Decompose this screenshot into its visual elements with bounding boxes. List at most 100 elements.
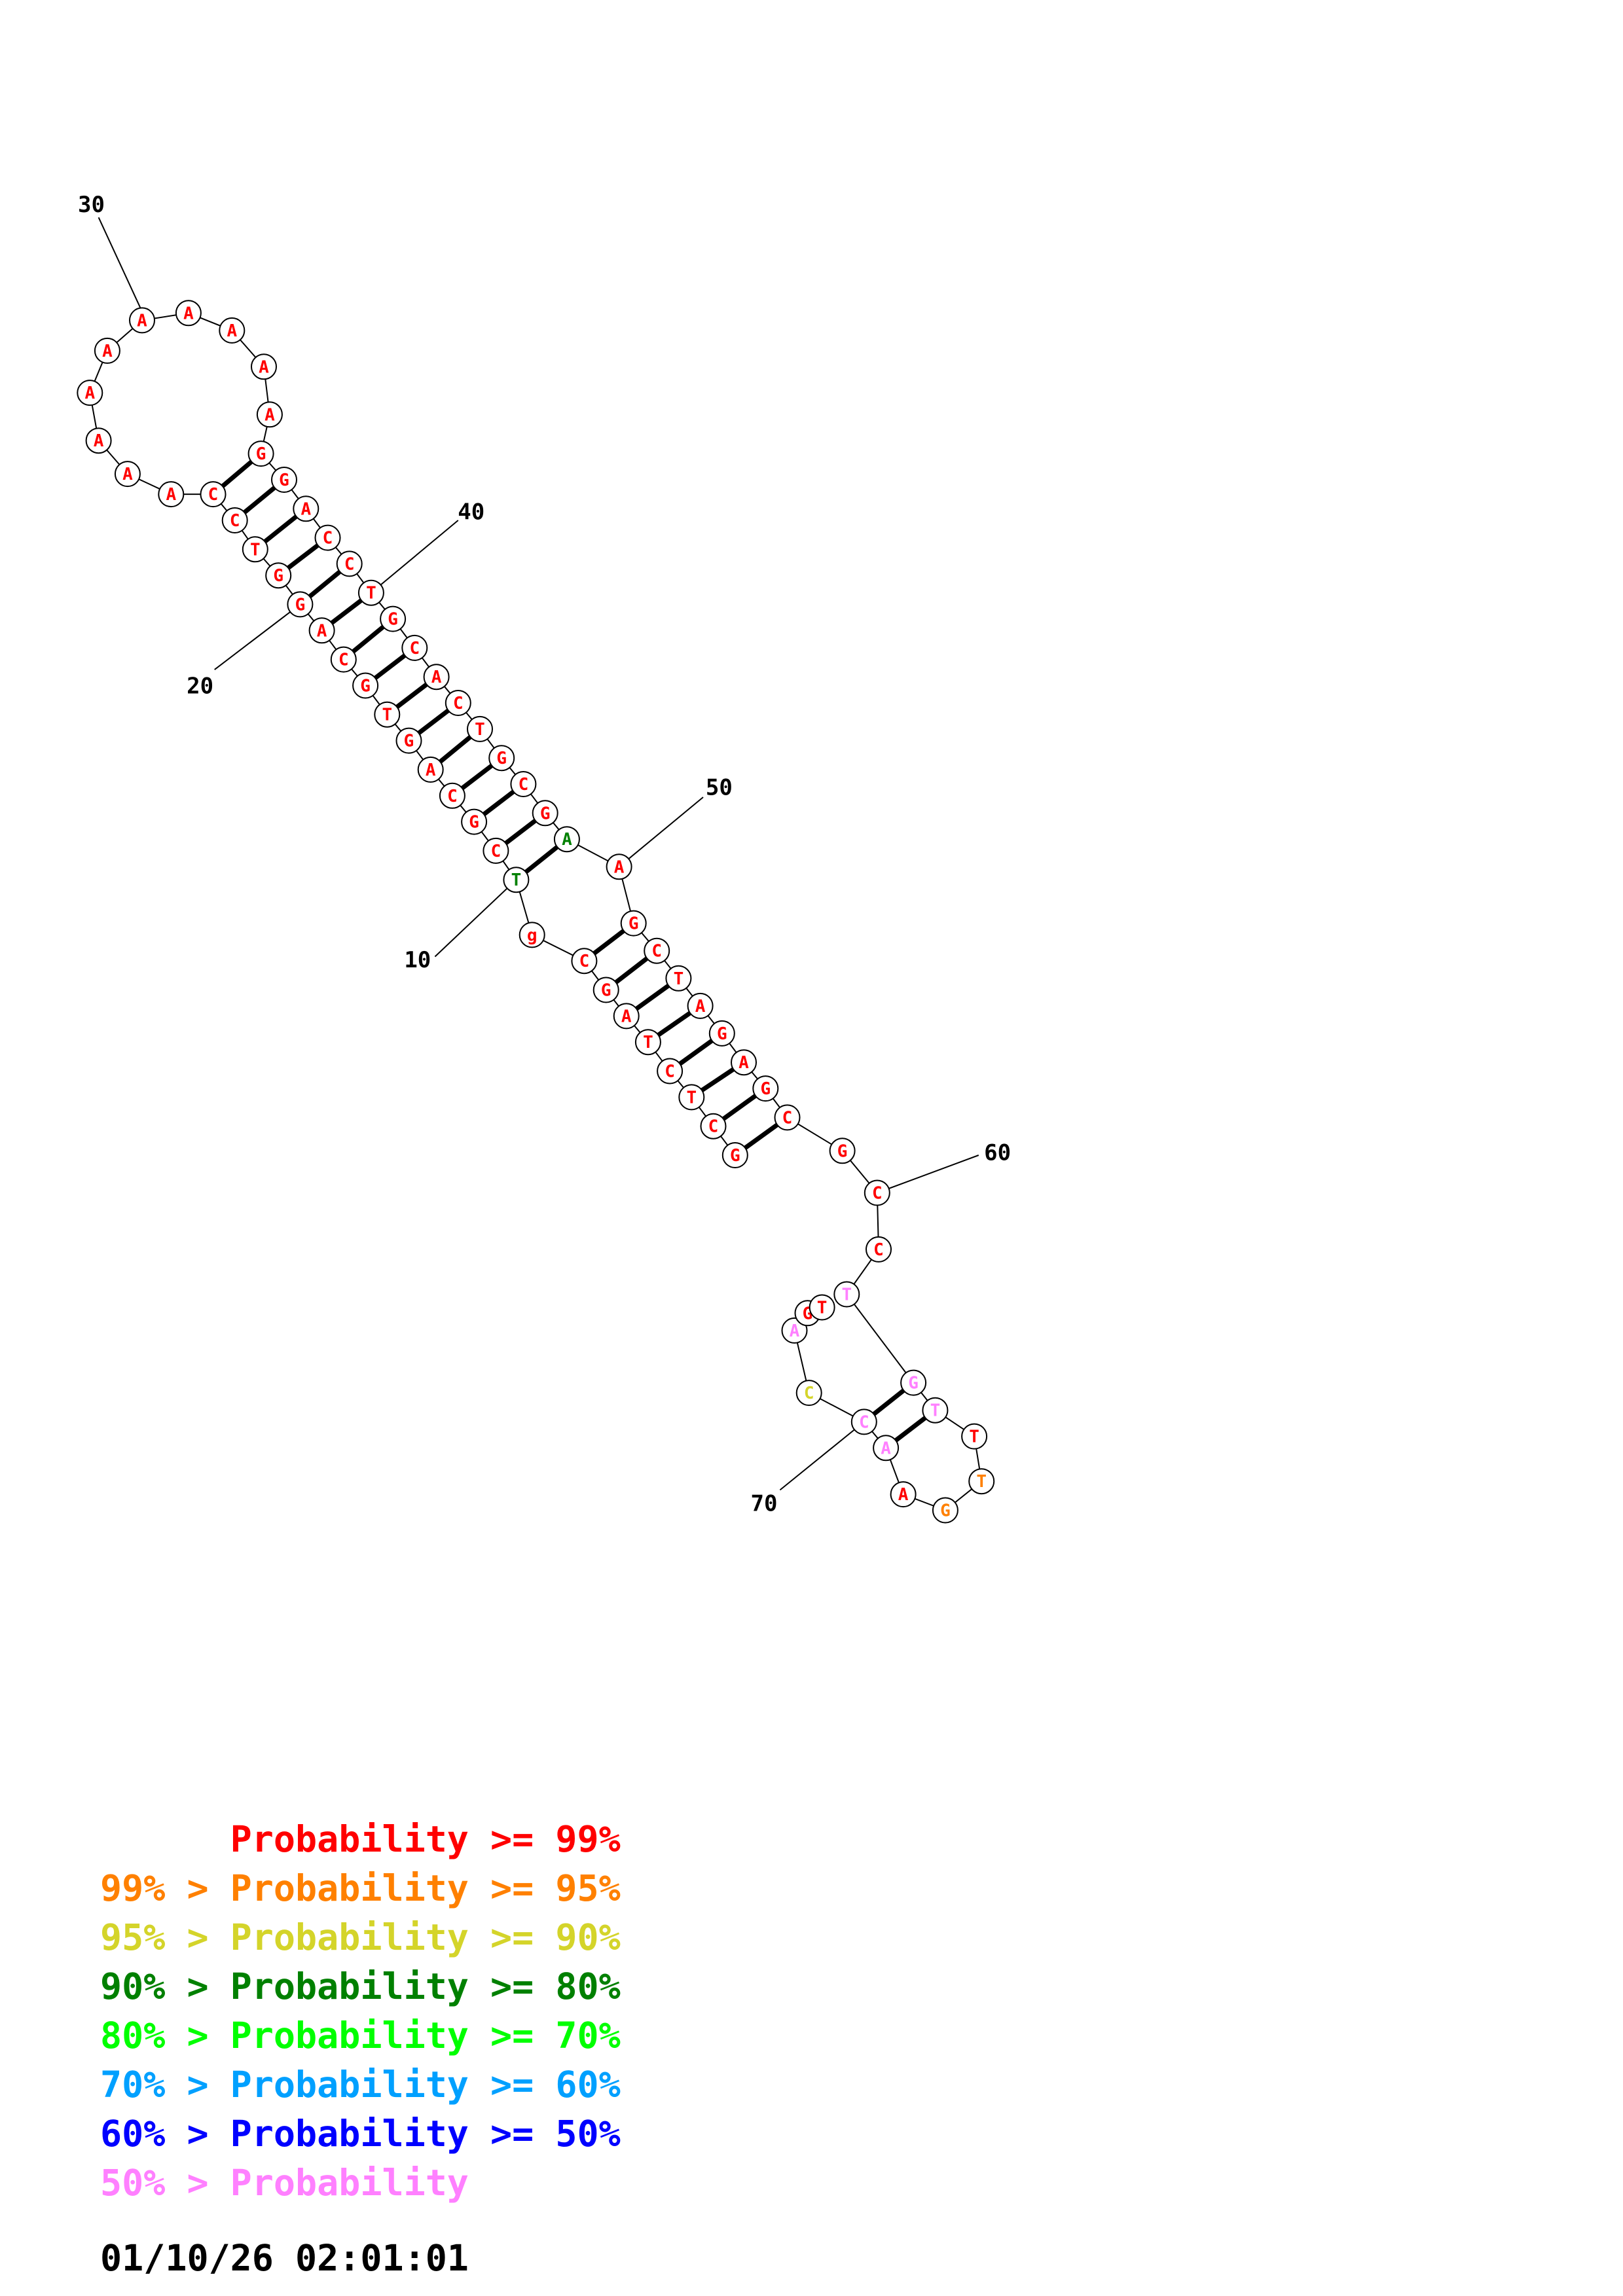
nucleotide-letter: A <box>259 357 269 377</box>
nucleotide-letter: G <box>469 813 479 833</box>
nucleotide-circle <box>571 948 598 975</box>
nucleotide-circle <box>657 1058 684 1085</box>
nucleotide-letter: A <box>431 668 442 687</box>
nucleotide-letter: A <box>166 485 176 505</box>
nucleotide: G <box>352 672 379 699</box>
nucleotide-circle <box>221 507 248 533</box>
nucleotide: G <box>900 1369 927 1396</box>
nucleotide-circle <box>503 867 530 893</box>
nucleotide-circle <box>380 605 407 632</box>
nucleotide: A <box>606 853 632 880</box>
nucleotide-circle <box>644 937 670 964</box>
nucleotide: C <box>200 481 227 508</box>
nucleotide-circle <box>613 1003 640 1030</box>
nucleotide-letter: A <box>621 1007 632 1026</box>
nucleotide-circle <box>752 1075 779 1102</box>
nucleotide: A <box>731 1049 757 1076</box>
nucleotide-circle <box>77 380 103 406</box>
nucleotide-letter: G <box>404 732 414 751</box>
position-tick <box>98 217 143 312</box>
nucleotide: T <box>968 1468 995 1495</box>
position-label: 50 <box>706 775 733 801</box>
nucleotide-letter: T <box>686 1088 697 1107</box>
nucleotide: A <box>553 826 580 853</box>
nucleotide-letter: A <box>137 311 147 331</box>
position-tick <box>779 1421 865 1491</box>
nucleotide-circle <box>287 591 314 618</box>
nucleotide: A <box>873 1435 900 1462</box>
nucleotide-letter: C <box>665 1062 675 1082</box>
nucleotide: T <box>961 1423 988 1450</box>
nucleotide-letter: A <box>301 499 311 519</box>
position-tick <box>371 520 459 594</box>
nucleotide: C <box>571 948 598 975</box>
nucleotide-letter: C <box>873 1240 884 1260</box>
nucleotide-circle <box>731 1049 757 1076</box>
position-label: 60 <box>984 1140 1011 1166</box>
nucleotide-circle <box>114 461 141 488</box>
nucleotide-circle <box>665 965 692 992</box>
nucleotide-circle <box>467 715 493 742</box>
nucleotide-letter: G <box>908 1374 919 1393</box>
nucleotide-letter: A <box>739 1053 749 1073</box>
nucleotide-letter: A <box>122 465 133 484</box>
nucleotide: T <box>503 867 530 893</box>
nucleotide-letter: C <box>579 952 590 971</box>
nucleotide: C <box>221 507 248 533</box>
nucleotide-letter: g <box>527 925 538 945</box>
nucleotide: T <box>374 701 401 728</box>
nucleotide-letter: A <box>881 1439 891 1458</box>
nucleotide-letter: C <box>453 694 464 713</box>
nucleotide-letter: A <box>426 761 436 780</box>
nucleotide-circle <box>175 300 202 327</box>
nucleotide-circle <box>620 910 647 937</box>
nucleotide-circle <box>795 1380 822 1407</box>
nucleotide-letter: G <box>940 1501 951 1521</box>
nucleotide-circle <box>961 1423 988 1450</box>
nucleotide-circle <box>158 481 185 508</box>
nucleotide-circle <box>593 977 619 1003</box>
nucleotide: A <box>256 401 283 428</box>
nucleotide-letter: G <box>540 804 551 823</box>
legend-line: 80% > Probability >= 70% <box>100 2015 621 2056</box>
nucleotide-circle <box>721 1142 748 1168</box>
nucleotide: A <box>94 337 120 364</box>
nucleotide: A <box>890 1481 917 1508</box>
nucleotide: G <box>721 1142 748 1168</box>
nucleotide: G <box>461 808 488 835</box>
nucleotide-circle <box>864 1179 890 1206</box>
nucleotide-circle <box>242 536 268 563</box>
nucleotide: C <box>795 1380 822 1407</box>
nucleotide: A <box>219 317 246 344</box>
nucleotide: C <box>700 1113 727 1139</box>
nucleotide-circle <box>247 440 274 467</box>
nucleotide-letter: G <box>730 1146 740 1166</box>
nucleotide: G <box>488 745 515 772</box>
nucleotide-circle <box>336 550 363 577</box>
nucleotide-circle <box>774 1104 801 1131</box>
nucleotide-circle <box>866 1236 892 1263</box>
nucleotide: G <box>265 562 292 589</box>
nucleotide-letter: C <box>782 1108 793 1128</box>
nucleotide: G <box>287 591 314 618</box>
nucleotide-letter: T <box>930 1401 941 1421</box>
nucleotide-circle <box>483 837 509 864</box>
nucleotide: G <box>271 467 297 493</box>
nucleotide-letter: T <box>250 540 261 560</box>
nucleotide-circle <box>532 800 558 827</box>
nucleotide-letter: A <box>898 1485 909 1505</box>
nucleotide-circle <box>401 634 428 661</box>
position-tick-lines <box>98 217 979 1491</box>
nucleotide-letter: T <box>511 870 522 890</box>
nucleotide: G <box>247 440 274 467</box>
nucleotide: g <box>519 922 545 948</box>
nucleotide-letter: C <box>344 554 355 574</box>
nucleotide: A <box>613 1003 640 1030</box>
nucleotide-letter: G <box>295 595 306 615</box>
nucleotide-circle <box>374 701 401 728</box>
nucleotide-circle <box>890 1481 917 1508</box>
nucleotide: C <box>850 1408 877 1435</box>
nucleotide-circle <box>256 401 283 428</box>
